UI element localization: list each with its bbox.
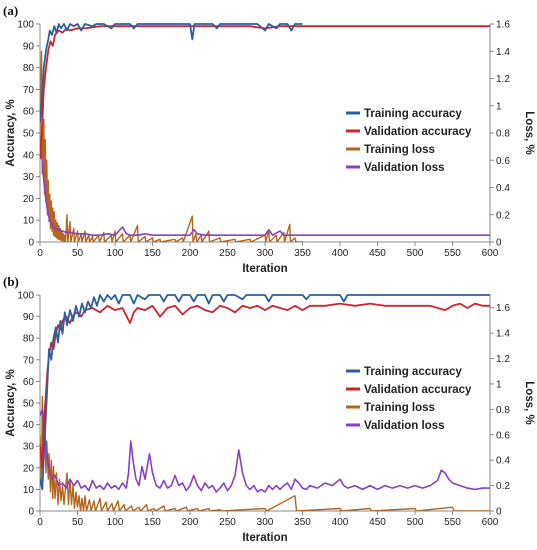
legend-entry-training-accuracy: Training accuracy	[364, 366, 462, 378]
y-tick-label: 100	[17, 291, 34, 302]
y-tick-label: 70	[23, 355, 35, 366]
x-tick-label: 200	[182, 517, 199, 528]
y-tick-label: 10	[23, 485, 35, 496]
y2-tick-label: 0.4	[496, 183, 510, 194]
x-tick-label: 300	[257, 248, 274, 259]
y-tick-label: 40	[23, 420, 35, 431]
y2-tick-label: 1.6	[496, 20, 510, 31]
y2-tick-label: 1	[496, 379, 502, 390]
series-line-validation-accuracy	[40, 25, 490, 160]
x-tick-label: 0	[37, 517, 43, 528]
y-tick-label: 0	[28, 507, 34, 518]
series-line-training-loss	[40, 50, 303, 242]
x-tick-label: 50	[72, 517, 84, 528]
x-tick-label: 500	[407, 248, 424, 259]
y-axis-label: Accuracy, %	[5, 369, 17, 437]
x-tick-label: 100	[107, 517, 124, 528]
panel-label: (a)	[3, 3, 18, 18]
y2-tick-label: 0.8	[496, 405, 510, 416]
y2-tick-label: 0	[496, 507, 502, 518]
legend-entry-validation-accuracy: Validation accuracy	[364, 384, 472, 396]
x-tick-label: 550	[444, 248, 461, 259]
legend-entry-training-loss: Training loss	[364, 144, 435, 156]
series-line-training-accuracy	[40, 294, 490, 491]
y-tick-label: 50	[23, 129, 35, 140]
y-tick-label: 70	[23, 85, 35, 96]
y2-tick-label: 0.6	[496, 156, 510, 167]
x-tick-label: 450	[369, 248, 386, 259]
x-tick-label: 200	[182, 248, 199, 259]
x-tick-label: 0	[37, 248, 43, 259]
legend-entry-validation-loss: Validation loss	[364, 420, 445, 432]
series-line-training-accuracy	[40, 23, 303, 123]
panel-label: (b)	[3, 274, 19, 289]
y2-tick-label: 1.4	[496, 329, 510, 340]
y-tick-label: 80	[23, 334, 35, 345]
x-tick-label: 150	[144, 517, 161, 528]
series-line-validation-loss	[40, 408, 490, 493]
y2-axis-label: Loss, %	[523, 111, 535, 154]
x-tick-label: 400	[332, 248, 349, 259]
y-tick-label: 20	[23, 194, 35, 205]
y-tick-label: 90	[23, 41, 35, 52]
series-line-training-loss	[40, 395, 490, 511]
y-tick-label: 40	[23, 150, 35, 161]
y2-tick-label: 0.2	[496, 481, 510, 492]
legend-entry-validation-loss: Validation loss	[364, 162, 445, 174]
y2-axis-label: Loss, %	[523, 381, 535, 424]
y2-tick-label: 1.2	[496, 74, 510, 85]
y2-tick-label: 0.4	[496, 456, 510, 467]
y-axis-label: Accuracy, %	[5, 99, 17, 167]
x-tick-label: 500	[407, 517, 424, 528]
x-tick-label: 300	[257, 517, 274, 528]
series-line-validation-loss	[40, 146, 490, 236]
y-tick-label: 10	[23, 216, 35, 227]
x-tick-label: 250	[219, 248, 236, 259]
y2-tick-label: 1	[496, 101, 502, 112]
y2-tick-label: 0.2	[496, 210, 510, 221]
x-tick-label: 600	[482, 517, 499, 528]
x-tick-label: 350	[294, 248, 311, 259]
y-tick-label: 80	[23, 63, 35, 74]
x-tick-label: 100	[107, 248, 124, 259]
x-tick-label: 150	[144, 248, 161, 259]
y-tick-label: 60	[23, 107, 35, 118]
x-tick-label: 600	[482, 248, 499, 259]
x-tick-label: 250	[219, 517, 236, 528]
y-tick-label: 30	[23, 172, 35, 183]
y-tick-label: 100	[17, 20, 34, 31]
y2-tick-label: 0.6	[496, 430, 510, 441]
x-axis-label: Iteration	[242, 263, 287, 275]
y-tick-label: 0	[28, 238, 34, 249]
y2-tick-label: 0.8	[496, 129, 510, 140]
y-tick-label: 20	[23, 463, 35, 474]
y2-tick-label: 1.2	[496, 354, 510, 365]
y-tick-label: 30	[23, 442, 35, 453]
legend-entry-training-loss: Training loss	[364, 402, 435, 414]
x-axis-label: Iteration	[242, 532, 287, 544]
y-tick-label: 60	[23, 377, 35, 388]
chart-panel-b: (b) 0 10 20 30 40 50 60 70 80 90 100 0 0.2 0.4 0.6 0.8 1 1…	[3, 274, 535, 544]
chart-panel-a: (a) 0 10 20 30 40 50 60 70 80 90 100 0 0.2 0.4 0.6 0.8 1 1…	[3, 3, 535, 275]
y2-tick-label: 1.4	[496, 47, 510, 58]
y2-tick-label: 1.6	[496, 303, 510, 314]
y2-tick-label: 0	[496, 238, 502, 249]
y-tick-label: 50	[23, 399, 35, 410]
legend-entry-training-accuracy: Training accuracy	[364, 108, 462, 120]
x-tick-label: 50	[72, 248, 84, 259]
legend-entry-validation-accuracy: Validation accuracy	[364, 126, 472, 138]
x-tick-label: 450	[369, 517, 386, 528]
x-tick-label: 400	[332, 517, 349, 528]
x-tick-label: 350	[294, 517, 311, 528]
x-tick-label: 550	[444, 517, 461, 528]
y-tick-label: 90	[23, 312, 35, 323]
